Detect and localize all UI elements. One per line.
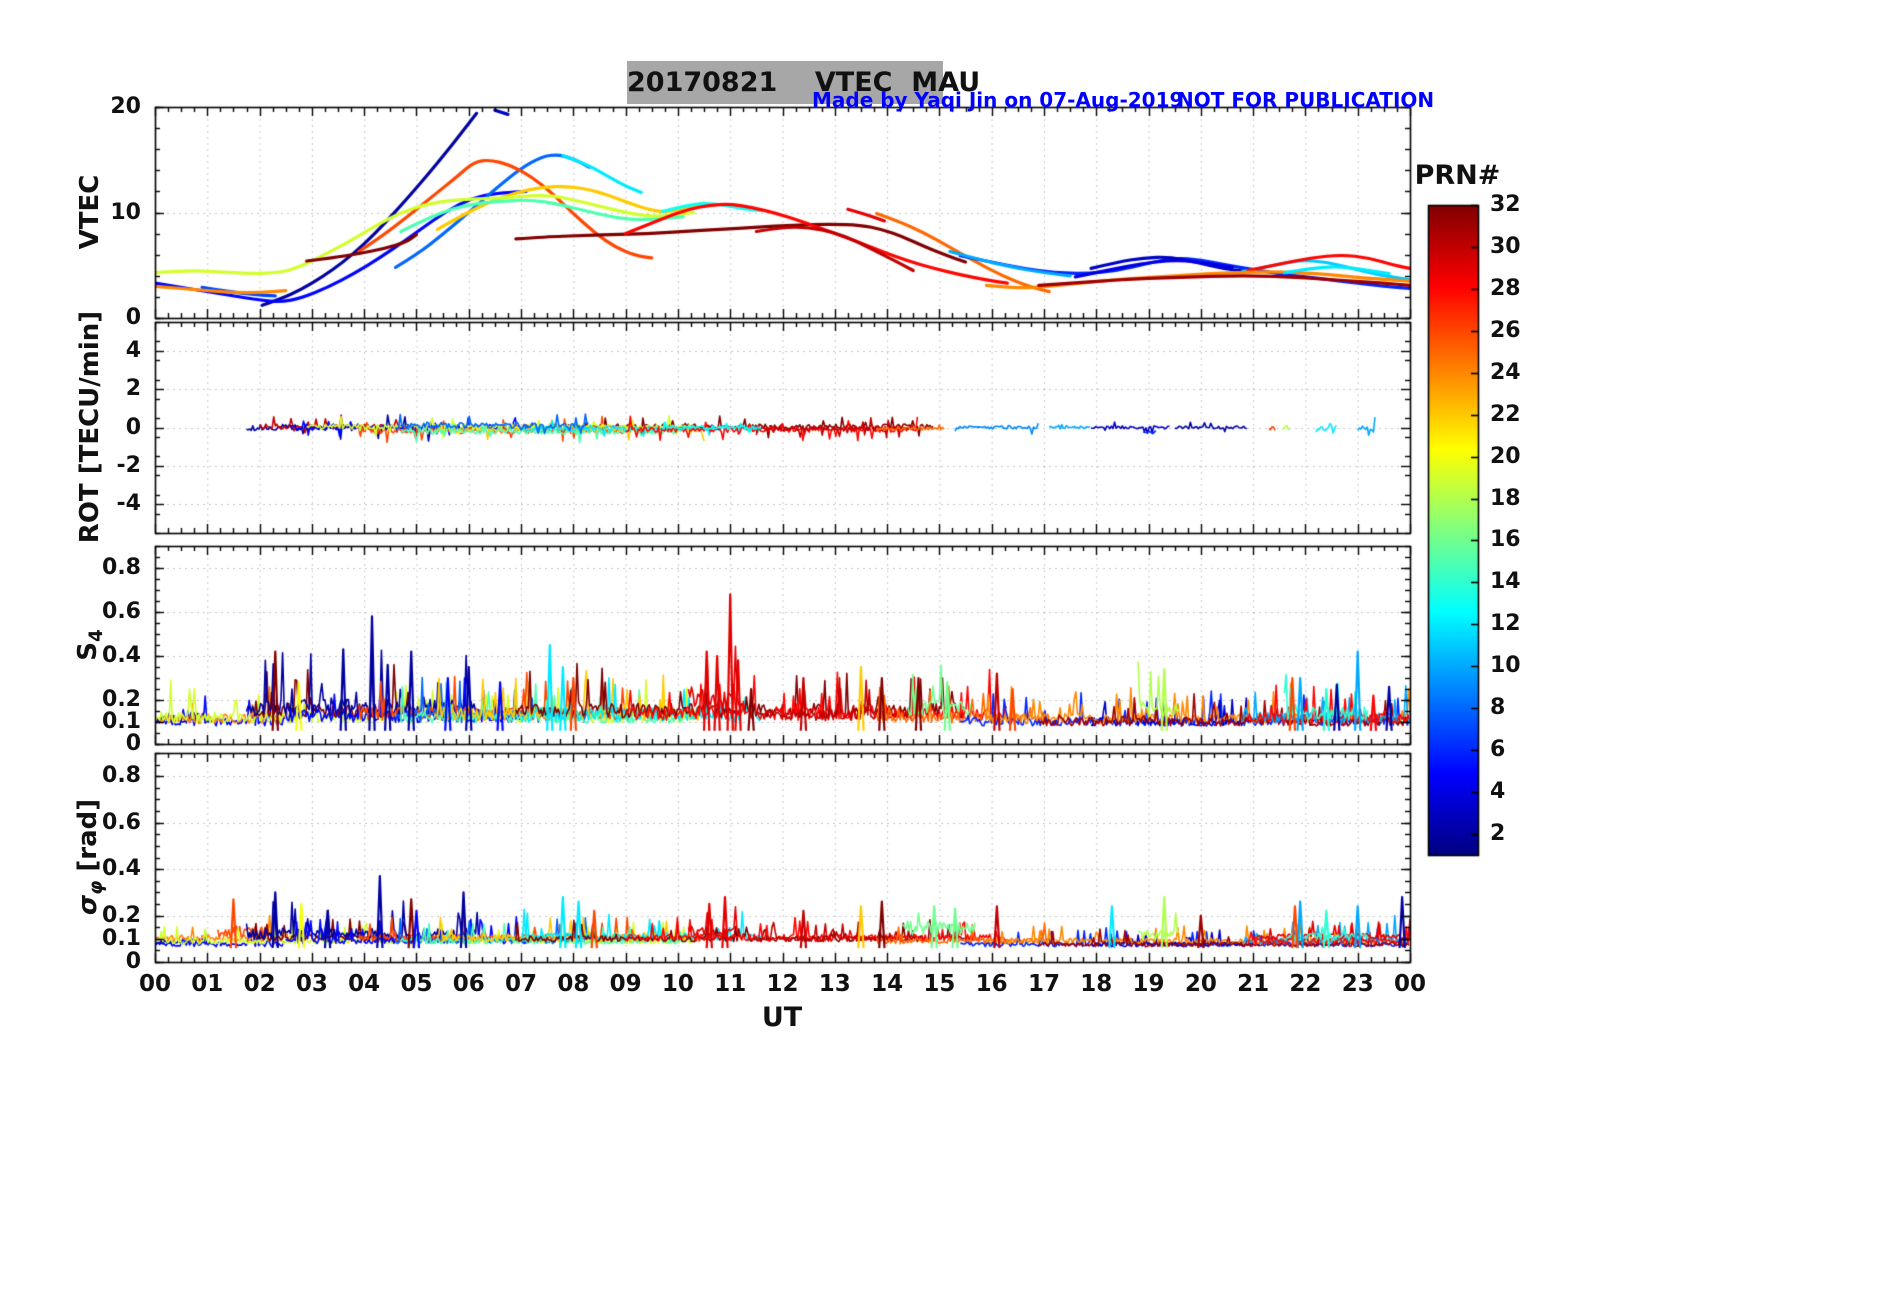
colorbar-tick-label: 28 [1490,275,1521,301]
colorbar-tick-label: 12 [1490,611,1521,637]
annotation-warning: NOT FOR PUBLICATION [1177,88,1435,112]
colorbar-tick-label: 16 [1490,527,1521,553]
xlabel: UT [761,1002,803,1033]
x-tick-label: 00 [1393,971,1426,997]
y-tick-label: 0.2 [102,902,141,928]
y-tick-label: 0.1 [102,709,141,734]
colorbar-tick-label: 30 [1490,233,1521,259]
y-tick-label: 0.1 [102,925,141,951]
colorbar-tick-label: 8 [1490,695,1506,721]
x-tick-label: 15 [923,971,956,997]
colorbar-tick-label: 10 [1490,653,1521,679]
y-tick-label: 0.8 [102,763,141,789]
y-tick-label: 4 [125,337,141,363]
x-tick-label: 02 [243,971,276,997]
colorbar-label: PRN# [1414,160,1501,191]
ylabel-vtec: VTEC [75,174,105,250]
y-tick-label: 0.6 [102,599,141,624]
ylabel-s4: S4 [73,629,107,660]
x-tick-label: 23 [1341,971,1374,997]
x-tick-label: 05 [400,971,433,997]
y-tick-label: 0.4 [102,643,141,668]
x-tick-label: 00 [138,971,171,997]
y-tick-label: 0 [125,305,141,330]
y-tick-label: 20 [110,94,141,119]
ylabel-rot: ROT [TECU/min] [75,310,105,544]
y-tick-label: 0.8 [102,555,141,580]
x-tick-label: 04 [348,971,381,997]
x-tick-label: 12 [766,971,799,997]
x-tick-label: 10 [661,971,694,997]
colorbar-tick-label: 6 [1490,737,1506,763]
ylabel-s4-sub: 4 [86,629,108,642]
x-tick-label: 08 [557,971,590,997]
colorbar-tick-label: 14 [1490,569,1521,595]
x-tick-label: 20 [1184,971,1217,997]
colorbar-tick-label: 2 [1490,821,1506,847]
x-tick-label: 19 [1132,971,1165,997]
x-tick-label: 18 [1080,971,1113,997]
plot-title: 20170821 VTEC MAU [627,61,980,104]
colorbar-tick-label: 22 [1490,401,1521,427]
colorbar-tick-label: 32 [1490,192,1521,217]
x-tick-label: 06 [452,971,485,997]
x-tick-label: 13 [818,971,851,997]
y-tick-label: 2 [125,376,141,402]
colorbar-tick-label: 20 [1490,443,1521,469]
ylabel-sigma-main: σ [72,894,103,916]
ylabel-sigma: σφ [rad] [73,799,107,915]
x-tick-label: 17 [1027,971,1060,997]
x-tick-label: 01 [191,971,224,997]
colorbar-tick-label: 4 [1490,779,1506,805]
x-tick-label: 11 [714,971,747,997]
y-tick-label: 0.2 [102,687,141,712]
x-tick-label: 14 [871,971,904,997]
annotation-credit: Made by Yaqi Jin on 07-Aug-2019 [812,88,1184,112]
y-tick-label: 10 [110,199,141,225]
ylabel-sigma-sub: φ [86,880,108,895]
y-tick-label: 0.4 [102,856,141,882]
x-tick-label: 21 [1237,971,1270,997]
y-tick-label: -4 [116,491,141,517]
y-tick-label: 0 [125,414,141,440]
ylabel-sigma-unit: [rad] [72,798,103,881]
y-tick-label: 0.6 [102,809,141,835]
x-tick-label: 03 [295,971,328,997]
colorbar-tick-label: 24 [1490,359,1521,385]
x-tick-label: 22 [1289,971,1322,997]
y-tick-label: 0 [125,949,141,974]
y-tick-label: -2 [116,452,141,478]
x-tick-label: 07 [505,971,538,997]
colorbar-tick-label: 26 [1490,317,1521,343]
x-tick-label: 16 [975,971,1008,997]
x-tick-label: 09 [609,971,642,997]
ylabel-s4-main: S [72,641,103,661]
colorbar-tick-label: 18 [1490,485,1521,511]
y-tick-label: 0 [125,731,141,756]
